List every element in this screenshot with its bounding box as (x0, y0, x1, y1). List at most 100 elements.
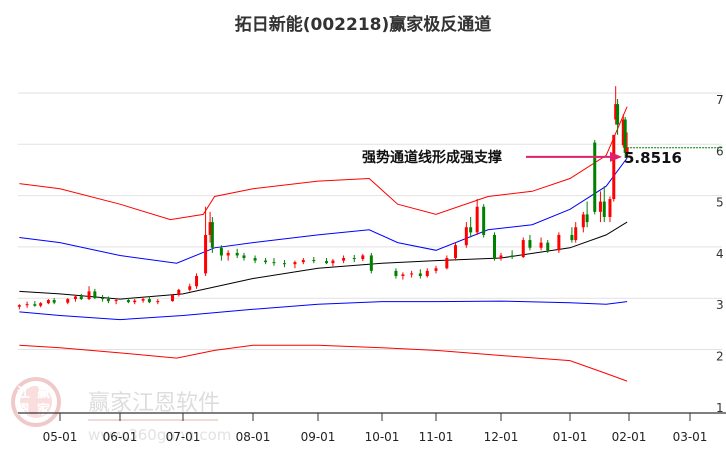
candle (570, 227, 574, 243)
watermark: 江赢恩家 赢家江恩软件 www.360gann.com (11, 377, 231, 444)
candle-body (177, 289, 181, 295)
candle-body (482, 206, 486, 235)
candle-body (52, 300, 56, 303)
ma-line (19, 221, 628, 300)
candle (242, 252, 246, 261)
candle-body (312, 260, 316, 262)
candle (625, 132, 629, 158)
candle (557, 232, 561, 253)
candle (621, 114, 625, 148)
candle-body (410, 273, 414, 275)
candle (608, 196, 612, 223)
candle (106, 296, 110, 304)
candle (581, 211, 585, 233)
x-tick-label: 12-01 (484, 430, 519, 444)
candle-body (219, 247, 223, 256)
watermark-seal-char: 恩 (17, 403, 30, 418)
candle (126, 298, 130, 304)
candle-body (598, 201, 602, 212)
candle-body (434, 268, 438, 271)
candle-body (293, 262, 297, 265)
candle (210, 216, 214, 253)
candle (623, 116, 627, 158)
candle-body (226, 252, 230, 256)
candle-body (454, 245, 457, 259)
candle-body (66, 299, 70, 303)
candle-body (602, 201, 606, 217)
candle (352, 254, 356, 263)
candle (101, 294, 105, 302)
x-tick-label: 03-01 (673, 430, 708, 444)
y-tick-label: 3 (716, 298, 724, 312)
candle-body (171, 294, 174, 302)
candle (226, 250, 230, 261)
candle (114, 298, 118, 305)
watermark-seal-char: 家 (37, 402, 51, 418)
candle (195, 273, 199, 289)
watermark-seal-char: 赢 (37, 385, 50, 401)
candle (141, 297, 145, 303)
x-tick-label: 08-01 (236, 430, 271, 444)
candle-body (235, 252, 239, 256)
candle (52, 298, 56, 305)
candle-body (539, 242, 543, 248)
candle-body (570, 234, 574, 241)
candle (342, 255, 346, 264)
candle-body (425, 270, 429, 276)
candle (539, 237, 543, 251)
watermark-seal-icon (11, 377, 61, 427)
candle (66, 298, 70, 305)
candle-body (499, 255, 503, 259)
candle-body (156, 301, 160, 303)
candle-body (106, 299, 110, 302)
candle-body (301, 260, 305, 263)
candle-body (33, 304, 37, 306)
candle (521, 237, 525, 259)
candle-body (204, 234, 208, 274)
candle (235, 248, 239, 259)
candle (614, 86, 618, 125)
candle (79, 293, 83, 301)
annotation-value: 5.8516 (624, 149, 682, 167)
candle-body (272, 262, 276, 264)
candle (510, 250, 514, 260)
candle-body (352, 258, 356, 260)
candle-body (282, 263, 286, 265)
annotation-text: 强势通道线形成强支撑 (362, 149, 502, 166)
candle-body (521, 240, 525, 258)
candle-body (210, 222, 214, 248)
candle (574, 222, 578, 243)
x-tick-label: 05-01 (43, 430, 78, 444)
candle (253, 255, 257, 264)
candle-body (625, 147, 629, 153)
x-tick-label: 11-01 (419, 430, 454, 444)
candle (394, 268, 398, 279)
candle-body (25, 304, 29, 306)
candle (17, 304, 21, 310)
candle (425, 268, 429, 278)
watermark-seal-fill (20, 386, 52, 418)
candle-body (331, 260, 335, 264)
candle-body (418, 273, 422, 276)
candle (46, 299, 50, 305)
y-tick-label: 5 (716, 196, 724, 210)
candle (73, 294, 77, 302)
candle (445, 255, 449, 270)
candle-body (361, 255, 365, 260)
candle (369, 252, 373, 274)
candle-body (616, 104, 620, 125)
lower-outer-line (19, 344, 628, 382)
candle (475, 199, 479, 235)
candle-body (581, 214, 585, 228)
annotation-arrow-head-icon (610, 151, 622, 162)
candle (87, 286, 91, 301)
candle-body (39, 303, 43, 306)
x-tick-label: 01-01 (553, 430, 588, 444)
candle-body (101, 298, 105, 300)
candle-body (253, 258, 257, 261)
candle (454, 242, 457, 261)
candle-body (623, 119, 627, 153)
y-tick-label: 6 (716, 144, 724, 158)
candle-body (195, 275, 199, 287)
